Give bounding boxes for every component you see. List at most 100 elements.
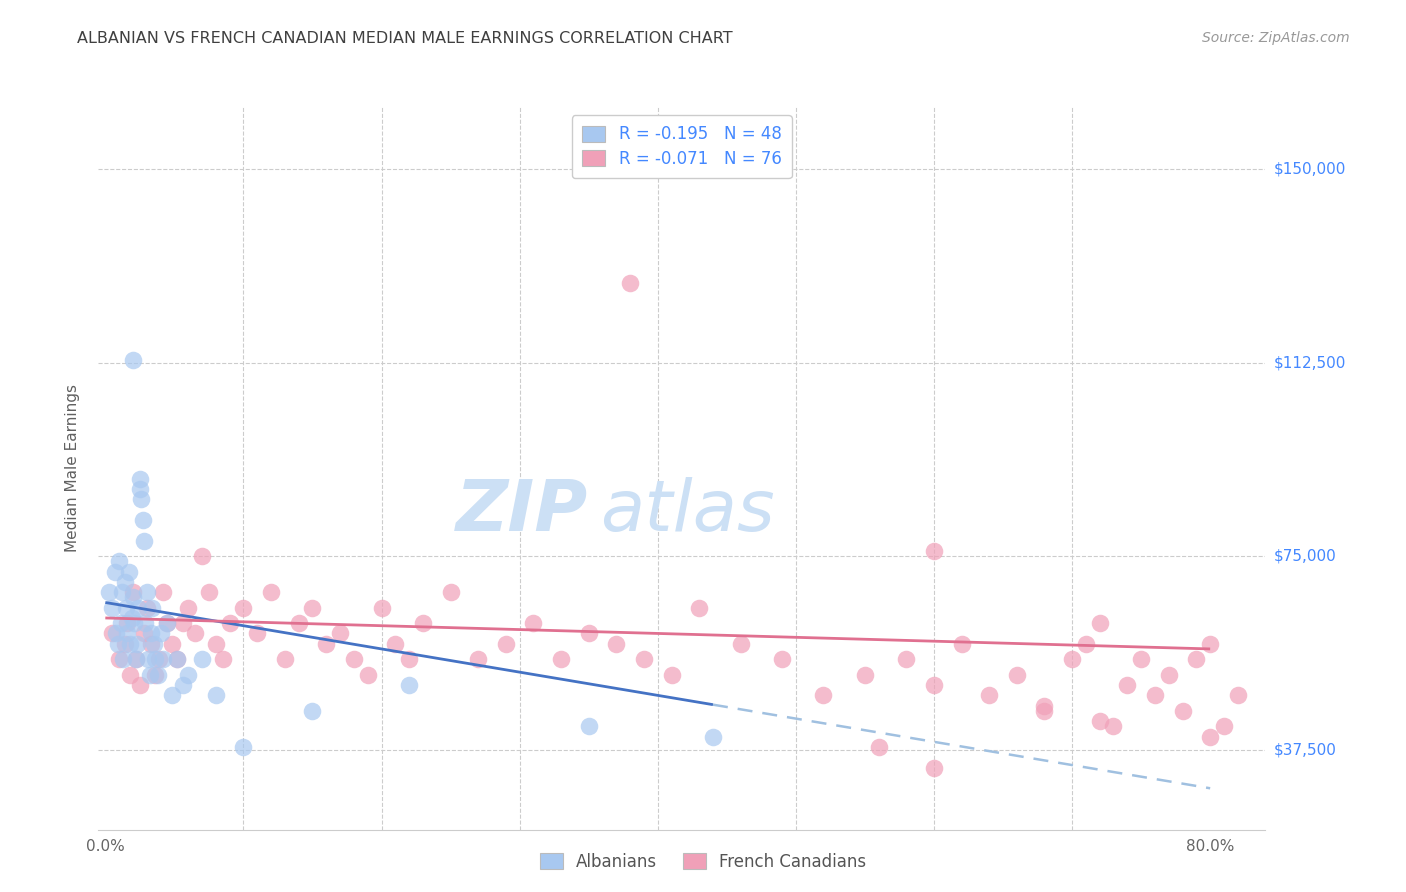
- Point: [114, 574, 136, 589]
- Point: [135, 600, 157, 615]
- Point: [702, 730, 724, 744]
- Point: [730, 637, 752, 651]
- Point: [1102, 719, 1125, 733]
- Text: atlas: atlas: [600, 477, 775, 546]
- Point: [1088, 616, 1111, 631]
- Point: [204, 689, 226, 703]
- Point: [128, 472, 150, 486]
- Point: [139, 637, 162, 651]
- Point: [1226, 689, 1249, 703]
- Point: [218, 616, 240, 631]
- Point: [232, 739, 254, 754]
- Text: $37,500: $37,500: [1274, 742, 1337, 757]
- Point: [125, 652, 148, 666]
- Point: [127, 600, 149, 615]
- Point: [633, 652, 655, 666]
- Text: ZIP: ZIP: [457, 477, 589, 546]
- Point: [550, 652, 572, 666]
- Point: [1005, 667, 1028, 681]
- Point: [128, 482, 150, 496]
- Point: [117, 616, 139, 631]
- Point: [120, 637, 142, 651]
- Point: [101, 600, 124, 615]
- Point: [370, 600, 392, 615]
- Point: [412, 616, 434, 631]
- Point: [1171, 704, 1194, 718]
- Point: [160, 637, 183, 651]
- Point: [122, 353, 145, 368]
- Point: [274, 652, 297, 666]
- Legend: R = -0.195   N = 48, R = -0.071   N = 76: R = -0.195 N = 48, R = -0.071 N = 76: [572, 115, 792, 178]
- Text: $112,500: $112,500: [1274, 355, 1346, 370]
- Point: [813, 689, 835, 703]
- Point: [191, 549, 214, 563]
- Legend: Albanians, French Canadians: Albanians, French Canadians: [531, 845, 875, 880]
- Point: [204, 637, 226, 651]
- Point: [149, 626, 172, 640]
- Y-axis label: Median Male Earnings: Median Male Earnings: [65, 384, 80, 552]
- Point: [184, 626, 207, 640]
- Point: [398, 678, 420, 692]
- Point: [357, 667, 380, 681]
- Point: [152, 585, 174, 599]
- Point: [101, 626, 124, 640]
- Point: [121, 611, 143, 625]
- Point: [134, 616, 156, 631]
- Point: [950, 637, 973, 651]
- Point: [118, 565, 141, 579]
- Point: [141, 600, 163, 615]
- Point: [198, 585, 221, 599]
- Point: [1033, 698, 1056, 713]
- Point: [117, 626, 139, 640]
- Point: [922, 761, 945, 775]
- Point: [112, 652, 135, 666]
- Text: $150,000: $150,000: [1274, 161, 1346, 177]
- Point: [922, 544, 945, 558]
- Point: [108, 554, 131, 568]
- Point: [172, 616, 194, 631]
- Point: [522, 616, 544, 631]
- Point: [1074, 637, 1097, 651]
- Point: [232, 600, 254, 615]
- Point: [142, 637, 165, 651]
- Point: [1213, 719, 1236, 733]
- Point: [301, 704, 323, 718]
- Point: [127, 637, 149, 651]
- Point: [1130, 652, 1153, 666]
- Point: [139, 626, 162, 640]
- Point: [211, 652, 233, 666]
- Point: [246, 626, 269, 640]
- Point: [114, 637, 136, 651]
- Point: [125, 652, 148, 666]
- Text: $75,000: $75,000: [1274, 549, 1337, 564]
- Point: [578, 719, 600, 733]
- Point: [166, 652, 188, 666]
- Point: [439, 585, 461, 599]
- Point: [343, 652, 366, 666]
- Point: [384, 637, 406, 651]
- Point: [156, 616, 179, 631]
- Point: [578, 626, 600, 640]
- Point: [1033, 704, 1056, 718]
- Point: [105, 626, 128, 640]
- Point: [896, 652, 918, 666]
- Point: [661, 667, 683, 681]
- Point: [143, 652, 166, 666]
- Point: [135, 585, 157, 599]
- Point: [98, 585, 121, 599]
- Point: [260, 585, 283, 599]
- Point: [301, 600, 323, 615]
- Point: [160, 689, 183, 703]
- Point: [172, 678, 194, 692]
- Text: ALBANIAN VS FRENCH CANADIAN MEDIAN MALE EARNINGS CORRELATION CHART: ALBANIAN VS FRENCH CANADIAN MEDIAN MALE …: [77, 31, 733, 46]
- Point: [128, 678, 150, 692]
- Point: [688, 600, 710, 615]
- Point: [156, 616, 179, 631]
- Point: [315, 637, 337, 651]
- Point: [146, 667, 169, 681]
- Point: [1185, 652, 1208, 666]
- Point: [1060, 652, 1083, 666]
- Point: [115, 600, 138, 615]
- Point: [177, 600, 200, 615]
- Point: [177, 667, 200, 681]
